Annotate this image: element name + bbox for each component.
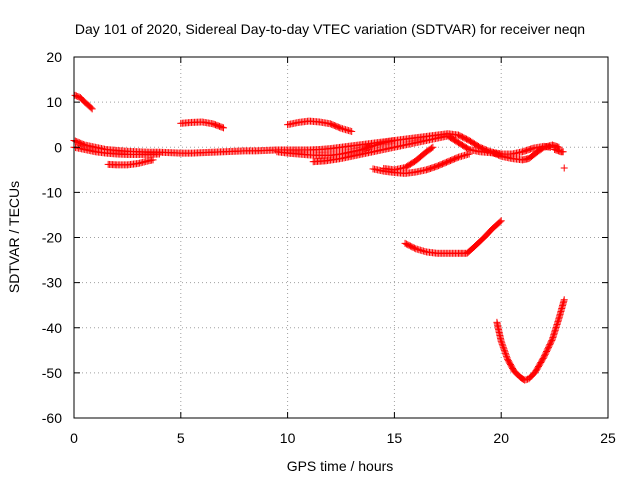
data-series bbox=[71, 91, 96, 113]
x-tick-label: 10 bbox=[280, 430, 296, 446]
y-tick-label: 10 bbox=[46, 94, 62, 110]
y-tick-label: -20 bbox=[42, 230, 62, 246]
x-tick-label: 15 bbox=[387, 430, 403, 446]
y-axis-label: SDTVAR / TECUs bbox=[6, 181, 22, 293]
data-series bbox=[487, 141, 563, 164]
x-axis-label: GPS time / hours bbox=[287, 458, 394, 474]
data-series bbox=[284, 117, 356, 135]
y-tick-label: -10 bbox=[42, 184, 62, 200]
y-tick-label: -50 bbox=[42, 365, 62, 381]
x-tick-label: 0 bbox=[70, 430, 78, 446]
data-series bbox=[380, 143, 437, 174]
x-tick-labels: 0 5 10 15 20 25 bbox=[70, 430, 616, 446]
data-series bbox=[70, 143, 163, 158]
y-tick-label: 20 bbox=[46, 49, 62, 65]
data-series bbox=[177, 118, 228, 132]
chart-title: Day 101 of 2020, Sidereal Day-to-day VTE… bbox=[75, 21, 585, 37]
x-tick-label: 20 bbox=[493, 430, 509, 446]
x-tick-label: 5 bbox=[177, 430, 185, 446]
ticks bbox=[73, 56, 609, 419]
y-tick-label: -40 bbox=[42, 320, 62, 336]
data-series bbox=[493, 296, 568, 384]
data-series bbox=[551, 146, 567, 156]
data-series bbox=[104, 156, 157, 169]
y-tick-label: -30 bbox=[42, 275, 62, 291]
y-tick-label: -60 bbox=[42, 410, 62, 426]
data-series bbox=[560, 164, 568, 172]
x-tick-label: 25 bbox=[600, 430, 616, 446]
data-series bbox=[401, 217, 505, 257]
y-tick-label: 0 bbox=[54, 139, 62, 155]
data-points bbox=[70, 91, 568, 384]
y-tick-labels: -60 -50 -40 -30 -20 -10 0 10 20 bbox=[42, 49, 62, 426]
